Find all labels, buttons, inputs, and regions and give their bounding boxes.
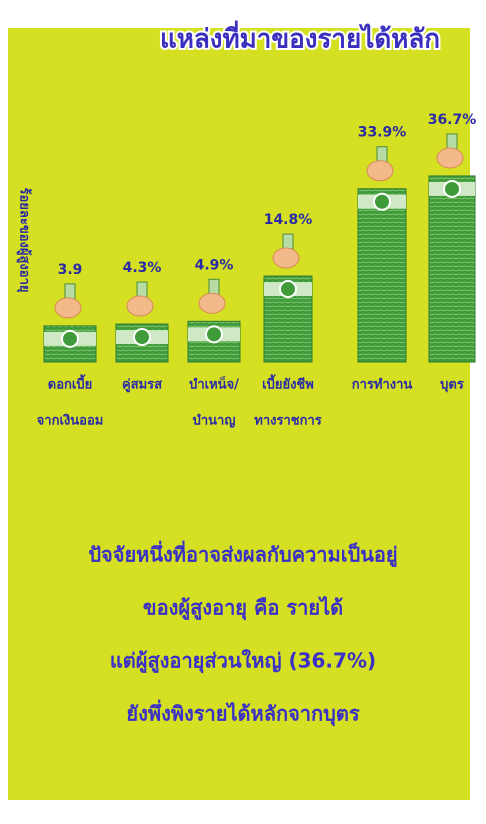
coin-icon [279, 280, 297, 299]
bar [357, 188, 407, 363]
note-line: แต่ผู้สูงอายุส่วนใหญ่ (36.7%) [110, 649, 376, 675]
value-label: 33.9% [358, 125, 407, 141]
x-tick-label: บำเหน็จ/ [189, 375, 239, 393]
panel [8, 28, 470, 800]
x-tick-label: บำนาญ [193, 413, 236, 429]
x-tick-label: คู่สมรส [122, 378, 162, 393]
note-line: ยังพึ่งพิงรายได้หลักจากบุตร [126, 699, 359, 727]
x-tick-label: ทางราชการ [254, 414, 321, 429]
coin-icon [205, 325, 223, 344]
x-tick-label: ดอกเบี้ย [48, 374, 92, 393]
x-tick-label: เบี้ยยังชีพ [262, 374, 314, 393]
coin-icon [133, 328, 151, 347]
value-label: 4.3% [123, 260, 162, 276]
coin-icon [61, 329, 79, 348]
hand-icon [198, 292, 226, 314]
value-label: 36.7% [428, 112, 477, 128]
hand-icon [436, 147, 464, 169]
x-tick-label: บุตร [440, 378, 464, 393]
x-tick-label: จากเงินออม [37, 414, 104, 429]
y-axis-label: ร้อยละของผู้สูงอายุ [17, 187, 33, 292]
x-tick-label: การทำงาน [352, 377, 413, 393]
hand-icon [272, 247, 300, 269]
value-label: 14.8% [264, 212, 313, 228]
coin-icon [443, 179, 461, 198]
hand-icon [126, 295, 154, 317]
value-label: 3.9 [58, 262, 83, 278]
coin-icon [373, 192, 391, 211]
hand-icon [54, 297, 82, 319]
value-label: 4.9% [195, 257, 234, 273]
note-line: ปัจจัยหนึ่งที่อาจส่งผลกับความเป็นอยู่ [88, 540, 397, 569]
bar [428, 175, 476, 363]
note-line: ของผู้สูงอายุ คือ รายได้ [143, 596, 343, 622]
hand-icon [366, 160, 394, 182]
chart-title: แหล่งที่มาของรายได้หลัก [160, 20, 440, 55]
